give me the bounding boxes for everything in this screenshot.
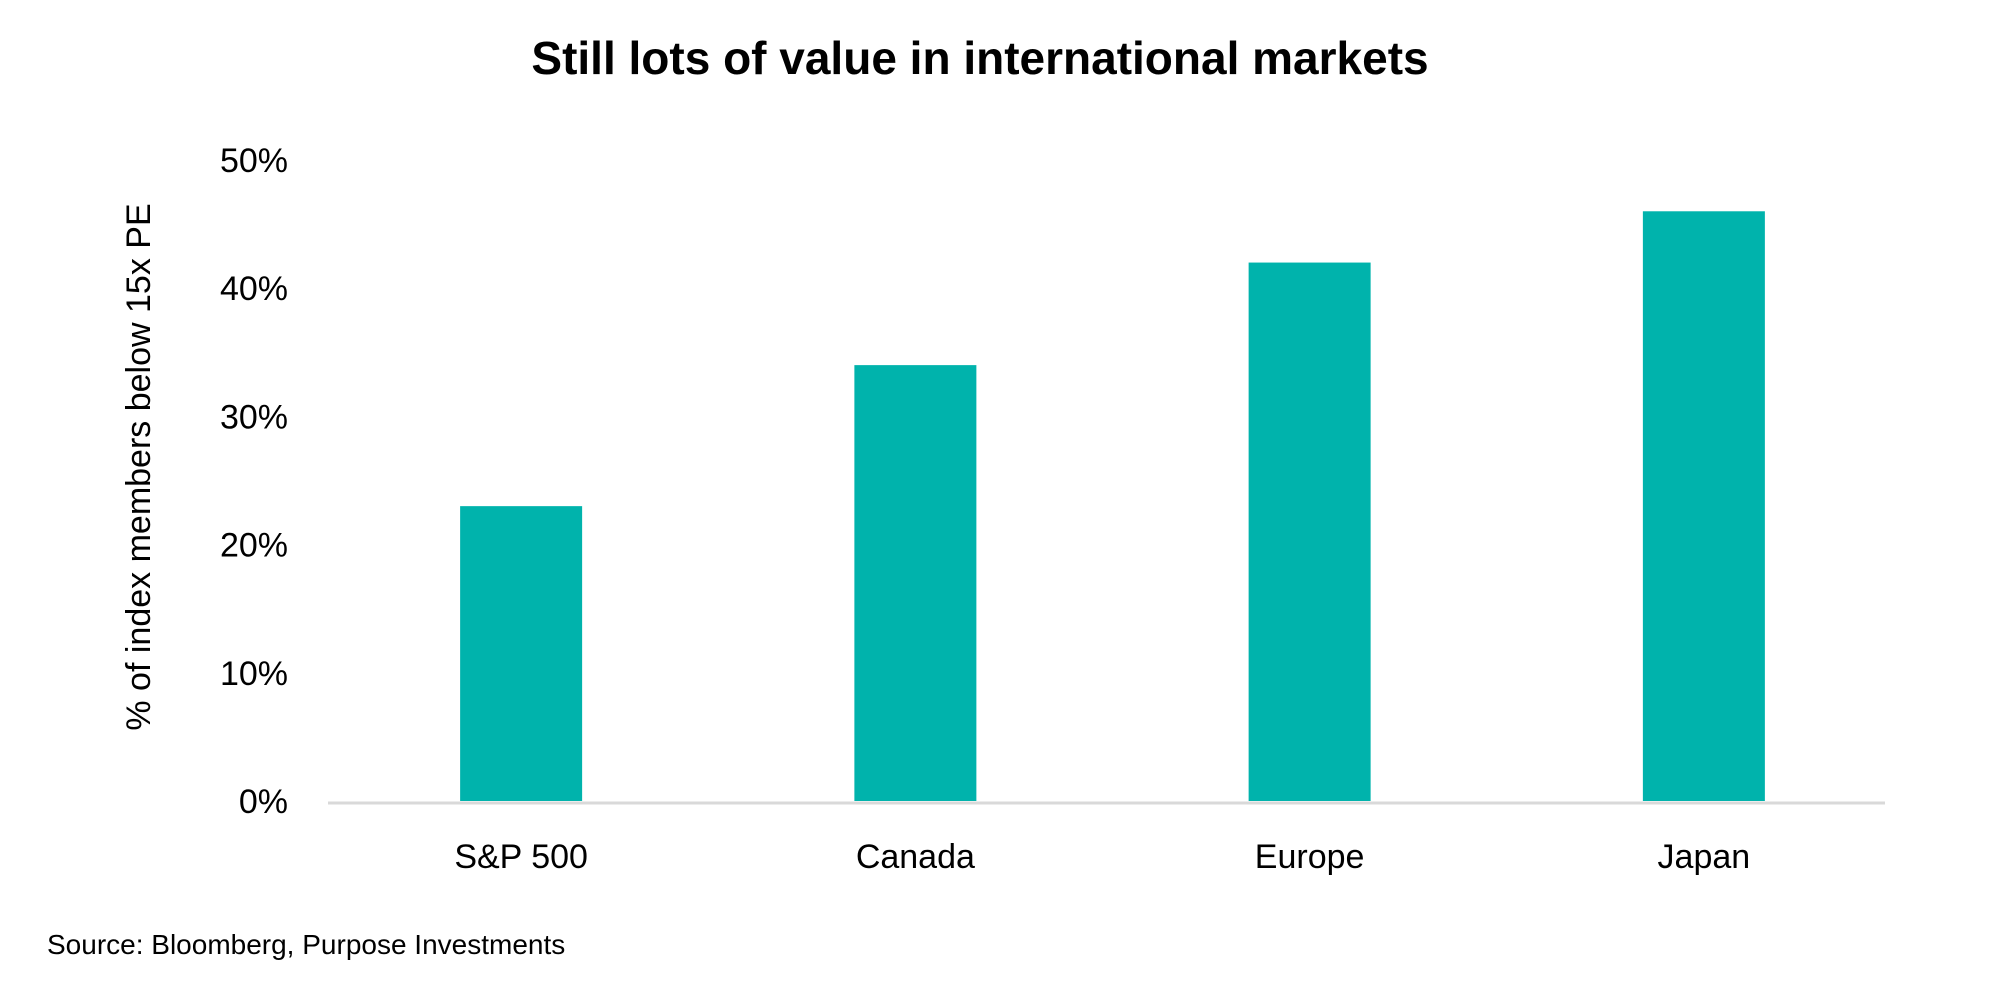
source-note: Source: Bloomberg, Purpose Investments: [47, 929, 565, 960]
y-tick-label: 20%: [220, 527, 288, 565]
bar-s-p-500: [460, 506, 583, 801]
bar-canada: [854, 365, 977, 801]
x-category-label: Canada: [856, 838, 975, 876]
y-tick-label: 0%: [239, 783, 288, 821]
y-tick-label: 40%: [220, 270, 288, 308]
y-tick-label: 30%: [220, 398, 288, 436]
y-tick-label: 10%: [220, 655, 288, 693]
chart-title: Still lots of value in international mar…: [531, 32, 1428, 84]
y-axis-title: % of index members below 15x PE: [120, 203, 158, 730]
x-category-label: Europe: [1255, 838, 1365, 876]
x-category-label: Japan: [1658, 838, 1751, 876]
x-category-label: S&P 500: [454, 838, 588, 876]
bar-japan: [1642, 211, 1765, 801]
y-tick-label: 50%: [220, 142, 288, 180]
bar-europe: [1248, 262, 1371, 801]
